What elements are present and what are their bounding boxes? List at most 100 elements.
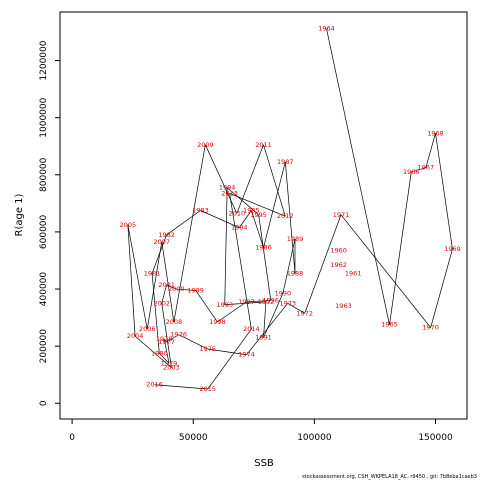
y-tick-label: 400000 [39, 272, 49, 307]
series-segment [159, 353, 170, 364]
series-segment [326, 28, 390, 325]
point-label-2002: 2002 [153, 299, 170, 307]
series-segment [224, 187, 228, 305]
series-segment [236, 144, 264, 214]
series-segment [163, 338, 170, 364]
series-segment [151, 273, 160, 354]
series-segment [226, 187, 259, 216]
series-segment [430, 248, 453, 328]
series-segment [127, 224, 148, 330]
point-label-1972: 1972 [296, 309, 313, 317]
point-label-1973: 1973 [279, 299, 296, 307]
point-label-1995: 1995 [250, 211, 267, 219]
point-label-1999: 1999 [187, 286, 204, 294]
point-label-1962: 1962 [330, 261, 347, 269]
point-label-2004: 2004 [127, 332, 144, 340]
series-segment [161, 241, 175, 322]
point-label-1969: 1969 [444, 245, 461, 253]
x-tick-label: 50000 [179, 433, 208, 443]
point-label-1985: 1985 [243, 207, 260, 215]
series-segment [411, 167, 426, 173]
point-label-1996: 1996 [262, 296, 279, 304]
point-label-2014: 2014 [243, 325, 260, 333]
point-label-1987: 1987 [277, 158, 294, 166]
point-label-1978: 1978 [156, 335, 173, 343]
point-label-1994: 1994 [219, 184, 236, 192]
point-label-2008: 2008 [166, 318, 183, 326]
series-segment [207, 348, 247, 356]
point-label-1964: 1964 [318, 25, 335, 33]
series-segment [263, 301, 267, 338]
point-label-2007: 2007 [153, 238, 170, 246]
y-axis: 0 200000 400000 600000 800000 1000000 1200000 [39, 40, 60, 406]
series-segment [195, 290, 218, 323]
point-label-2006: 2006 [139, 325, 156, 333]
x-tick-label: 150000 [418, 433, 453, 443]
series-segment [246, 300, 271, 303]
series-segment [340, 214, 431, 328]
point-label-1980: 1980 [151, 349, 168, 357]
series-segment [200, 210, 240, 228]
plot-frame [59, 11, 468, 420]
point-label-1997: 1997 [238, 298, 255, 306]
series-path [127, 28, 453, 390]
series-segment [161, 284, 167, 304]
point-label-1971: 1971 [333, 211, 350, 219]
point-label-1970: 1970 [422, 324, 439, 332]
point-label-2016: 2016 [146, 381, 163, 389]
point-label-2011: 2011 [255, 141, 272, 149]
point-label-1968: 1968 [427, 129, 444, 137]
series-segment [166, 334, 179, 343]
series-segment [435, 133, 453, 250]
series-segment [284, 161, 296, 274]
series-segment [127, 224, 136, 337]
series-segment [205, 144, 238, 214]
series-segment [229, 193, 286, 217]
point-label-1960: 1960 [330, 246, 347, 254]
point-label-1992: 1992 [258, 298, 275, 306]
x-axis-label: SSB [254, 458, 274, 469]
y-tick-label: 600000 [39, 214, 49, 249]
point-label-1989: 1989 [287, 235, 304, 243]
point-label-1983: 1983 [192, 207, 209, 215]
series-segment [425, 133, 436, 168]
series-segment [146, 241, 163, 330]
point-label-1982: 1982 [158, 231, 175, 239]
point-label-2001: 2001 [158, 281, 175, 289]
point-label-1979: 1979 [161, 359, 178, 367]
series-segment [161, 303, 172, 368]
point-label-1984: 1984 [231, 224, 248, 232]
y-axis-label: R(age 1) [14, 193, 25, 236]
point-label-1981: 1981 [144, 269, 161, 277]
y-tick-label: 200000 [39, 329, 49, 364]
y-tick-label: 0 [39, 400, 49, 406]
x-axis: 0 50000 100000 150000 [69, 419, 453, 443]
point-label-1993: 1993 [216, 301, 233, 309]
series-segment [134, 335, 172, 368]
series-segment [229, 193, 252, 330]
point-label-1976: 1976 [170, 331, 187, 339]
point-label-1963: 1963 [335, 302, 352, 310]
point-label-1991: 1991 [255, 334, 272, 342]
point-label-2000: 2000 [168, 285, 185, 293]
point-label-1975: 1975 [200, 345, 217, 353]
x-tick-label: 100000 [297, 433, 332, 443]
series-segment [258, 214, 272, 301]
point-label-1974: 1974 [238, 351, 255, 359]
series-segment [263, 161, 286, 248]
series-segment [178, 334, 208, 350]
series-segment [251, 210, 264, 248]
point-label-1990: 1990 [275, 289, 292, 297]
series-segment [151, 234, 167, 274]
y-tick-label: 1200000 [39, 40, 49, 80]
point-label-2015: 2015 [200, 385, 217, 393]
series-segment [263, 144, 286, 217]
series-segment [304, 214, 342, 314]
point-label-2005: 2005 [120, 221, 137, 229]
y-tick-label: 1000000 [39, 97, 49, 137]
series-segment [287, 303, 305, 314]
point-label-1966: 1966 [403, 168, 420, 176]
point-label-2012: 2012 [277, 212, 294, 220]
point-label-1961: 1961 [345, 269, 362, 277]
